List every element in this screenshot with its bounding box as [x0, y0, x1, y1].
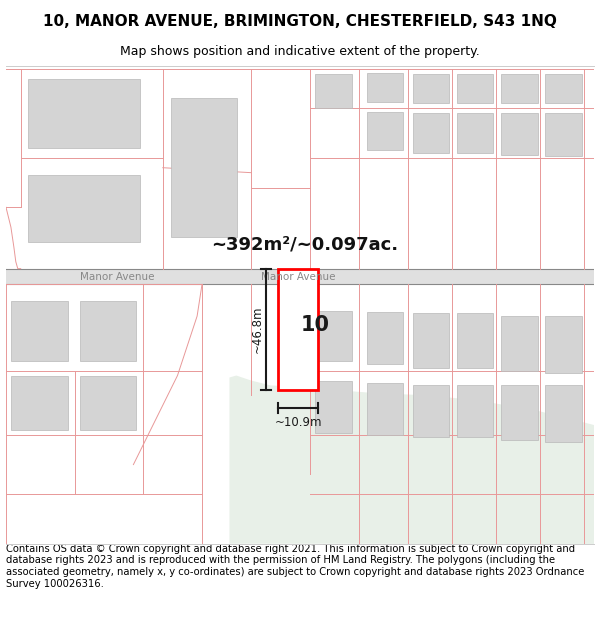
- Bar: [545, 316, 582, 372]
- Bar: [367, 312, 403, 364]
- Bar: [28, 79, 140, 148]
- Bar: [457, 113, 493, 153]
- Text: Manor Avenue: Manor Avenue: [79, 271, 154, 281]
- Text: Manor Avenue: Manor Avenue: [261, 271, 335, 281]
- Bar: [315, 311, 352, 361]
- Text: ~46.8m: ~46.8m: [250, 306, 263, 353]
- Bar: [457, 313, 493, 368]
- Bar: [413, 386, 449, 437]
- Text: Contains OS data © Crown copyright and database right 2021. This information is : Contains OS data © Crown copyright and d…: [6, 544, 584, 589]
- Bar: [501, 316, 538, 371]
- Bar: [545, 113, 582, 156]
- Bar: [367, 112, 403, 150]
- Bar: [278, 269, 317, 391]
- Bar: [457, 386, 493, 437]
- Bar: [501, 74, 538, 103]
- Text: ~392m²/~0.097ac.: ~392m²/~0.097ac.: [211, 236, 398, 254]
- Bar: [170, 98, 237, 237]
- Bar: [367, 383, 403, 435]
- Bar: [315, 381, 352, 433]
- Text: ~10.9m: ~10.9m: [274, 416, 322, 429]
- Bar: [413, 74, 449, 103]
- Text: 10: 10: [301, 314, 330, 334]
- Bar: [315, 74, 352, 108]
- Bar: [545, 386, 582, 442]
- Bar: [501, 386, 538, 440]
- Bar: [79, 376, 136, 430]
- Polygon shape: [232, 455, 594, 544]
- Bar: [11, 301, 68, 361]
- Text: 10, MANOR AVENUE, BRIMINGTON, CHESTERFIELD, S43 1NQ: 10, MANOR AVENUE, BRIMINGTON, CHESTERFIE…: [43, 14, 557, 29]
- Bar: [6, 269, 594, 284]
- Bar: [413, 313, 449, 368]
- Text: Map shows position and indicative extent of the property.: Map shows position and indicative extent…: [120, 44, 480, 58]
- Bar: [501, 113, 538, 155]
- Bar: [367, 72, 403, 102]
- Bar: [79, 301, 136, 361]
- Polygon shape: [229, 376, 594, 544]
- Bar: [28, 174, 140, 242]
- Bar: [545, 74, 582, 103]
- Bar: [11, 376, 68, 430]
- Bar: [413, 113, 449, 153]
- Bar: [457, 74, 493, 103]
